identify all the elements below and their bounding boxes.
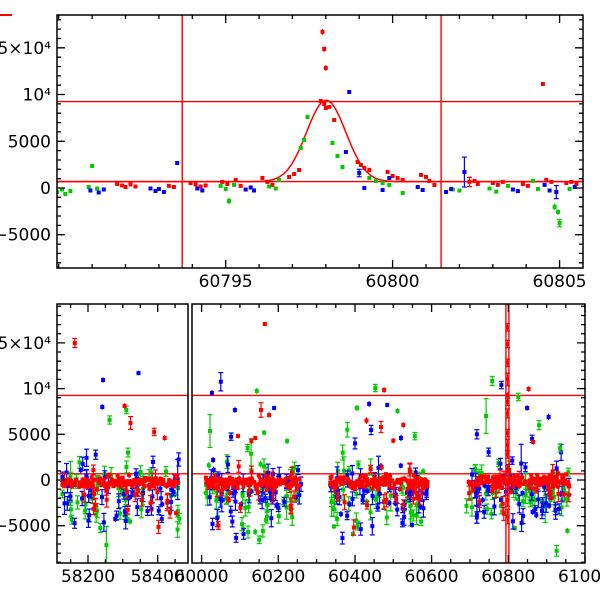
bottom-segment-recent — [192, 304, 585, 563]
top-panel: 60795 60800 60805 −5000 0 5000 10⁴ 1.5×10⁴ — [0, 14, 587, 292]
svg-text:5000: 5000 — [8, 132, 51, 152]
cropped-red-line-fragment — [0, 14, 12, 16]
svg-text:58400: 58400 — [131, 567, 185, 587]
svg-text:1.5×10⁴: 1.5×10⁴ — [0, 39, 51, 59]
svg-text:1.5×10⁴: 1.5×10⁴ — [0, 334, 51, 354]
blue-filter-series — [88, 90, 577, 200]
gaussian-fit-curve — [57, 99, 582, 183]
svg-text:60400: 60400 — [328, 567, 382, 587]
top-panel-ticks — [57, 15, 583, 268]
bottom-panel-y-tick-labels: −5000 0 5000 10⁴ 1.5×10⁴ — [0, 334, 51, 537]
svg-text:60800: 60800 — [366, 272, 420, 292]
svg-text:60600: 60600 — [405, 567, 459, 587]
top-panel-frame — [56, 14, 584, 269]
top-panel-y-tick-labels: −5000 0 5000 10⁴ 1.5×10⁴ — [0, 39, 51, 246]
bottom-panel-ticks — [57, 304, 586, 563]
red-filter-series — [115, 29, 579, 189]
svg-text:60805: 60805 — [533, 272, 587, 292]
top-panel-content — [57, 15, 583, 268]
svg-text:10⁴: 10⁴ — [23, 380, 52, 400]
green-filter-series — [57, 115, 572, 228]
svg-text:−5000: −5000 — [0, 226, 51, 246]
window-marker-lines — [181, 15, 442, 268]
bottom-frame-segment-1 — [191, 303, 586, 564]
svg-text:61000: 61000 — [558, 567, 600, 587]
svg-text:60200: 60200 — [251, 567, 305, 587]
reference-lines — [57, 100, 583, 183]
svg-text:60795: 60795 — [199, 272, 253, 292]
bottom-segment-early — [57, 337, 188, 563]
svg-text:0: 0 — [40, 179, 51, 199]
svg-text:10⁴: 10⁴ — [23, 86, 52, 106]
svg-text:0: 0 — [40, 471, 51, 491]
svg-text:58200: 58200 — [61, 567, 115, 587]
svg-text:5000: 5000 — [8, 425, 51, 445]
svg-text:60800: 60800 — [481, 567, 535, 587]
svg-text:60000: 60000 — [175, 567, 229, 587]
svg-text:−5000: −5000 — [0, 517, 51, 537]
top-panel-x-tick-labels: 60795 60800 60805 — [199, 272, 587, 292]
